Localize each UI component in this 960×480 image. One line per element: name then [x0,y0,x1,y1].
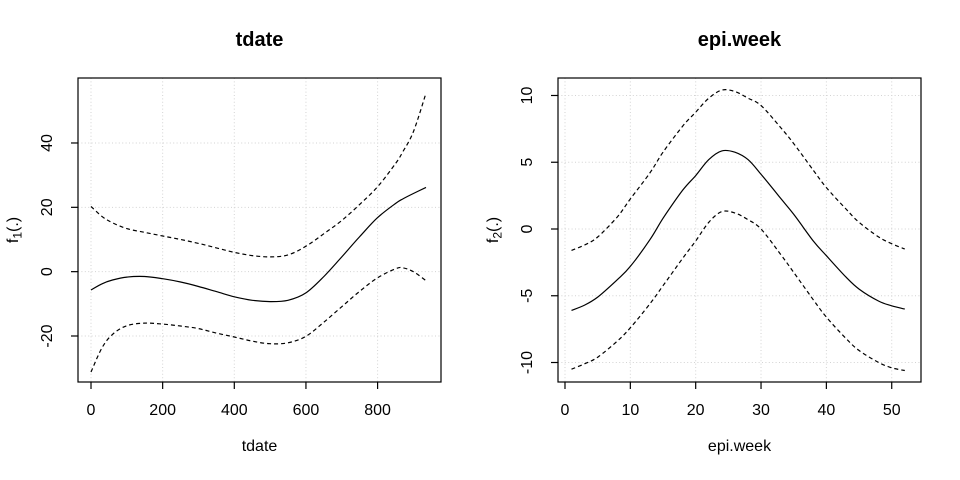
curves-group [571,89,906,372]
plot-border [77,77,442,383]
x-tick-label: 800 [364,402,391,419]
y-label-args: (.) [5,217,22,232]
y-axis-label: f2(.) [485,217,505,243]
y-tick-label: 10 [519,87,536,105]
y-tick-label: 5 [519,158,536,167]
y-label-args: (.) [485,217,502,232]
x-tick-label: 40 [817,402,835,419]
gam-smooth-panel-epiweek: 0 10 20 30 40 50 -10 -5 0 5 10 epi.week epi.week f… [480,0,960,480]
ci-lower-line [571,210,905,372]
x-tick-label: 400 [221,402,248,419]
x-tick-label: 0 [87,402,96,419]
y-tick-label: 20 [39,198,56,216]
y-tick-label: 40 [39,134,56,152]
plot-layer: 0 10 20 30 40 50 -10 -5 0 5 10 [519,77,922,419]
x-axis-label: tdate [242,438,278,455]
y-axis-label: f1(.) [5,217,25,243]
fit-line [571,149,905,311]
y-tick-label: 0 [39,267,56,276]
ci-upper-line [571,89,906,251]
y-tick-label: -5 [519,289,536,303]
plot-layer: 0 200 400 600 800 -20 0 20 40 [39,77,442,419]
x-tick-label: 600 [293,402,320,419]
x-tick-label: 10 [621,402,639,419]
x-tick-label: 0 [561,402,570,419]
y-label-f: f [5,238,22,243]
x-tick-label: 20 [687,402,705,419]
x-tick-label: 50 [883,402,901,419]
ci-upper-line [90,92,427,258]
ci-lower-line [90,266,427,373]
curves-group [90,92,427,373]
fit-line [90,186,427,303]
x-axis-label: epi.week [708,438,772,455]
plot-border [557,77,922,383]
y-tick-label: 0 [519,224,536,233]
y-label-f: f [485,238,502,243]
tdate-plot-svg: 0 200 400 600 800 -20 0 20 40 tdate tdate f1(.) [5,29,442,455]
y-tick-label: -20 [39,324,56,347]
x-tick-label: 30 [752,402,770,419]
gam-smooth-panel-tdate: 0 200 400 600 800 -20 0 20 40 tdate tdate f1(.) [5,29,442,455]
y-label-subscript: 2 [491,232,505,239]
x-tick-label: 200 [149,402,176,419]
chart-title: tdate [236,29,284,51]
y-tick-label: -10 [519,351,536,374]
epiweek-plot-svg: 0 10 20 30 40 50 -10 -5 0 5 10 epi.week epi.week f… [485,29,922,455]
y-label-subscript: 1 [11,232,25,239]
chart-title: epi.week [698,29,782,51]
